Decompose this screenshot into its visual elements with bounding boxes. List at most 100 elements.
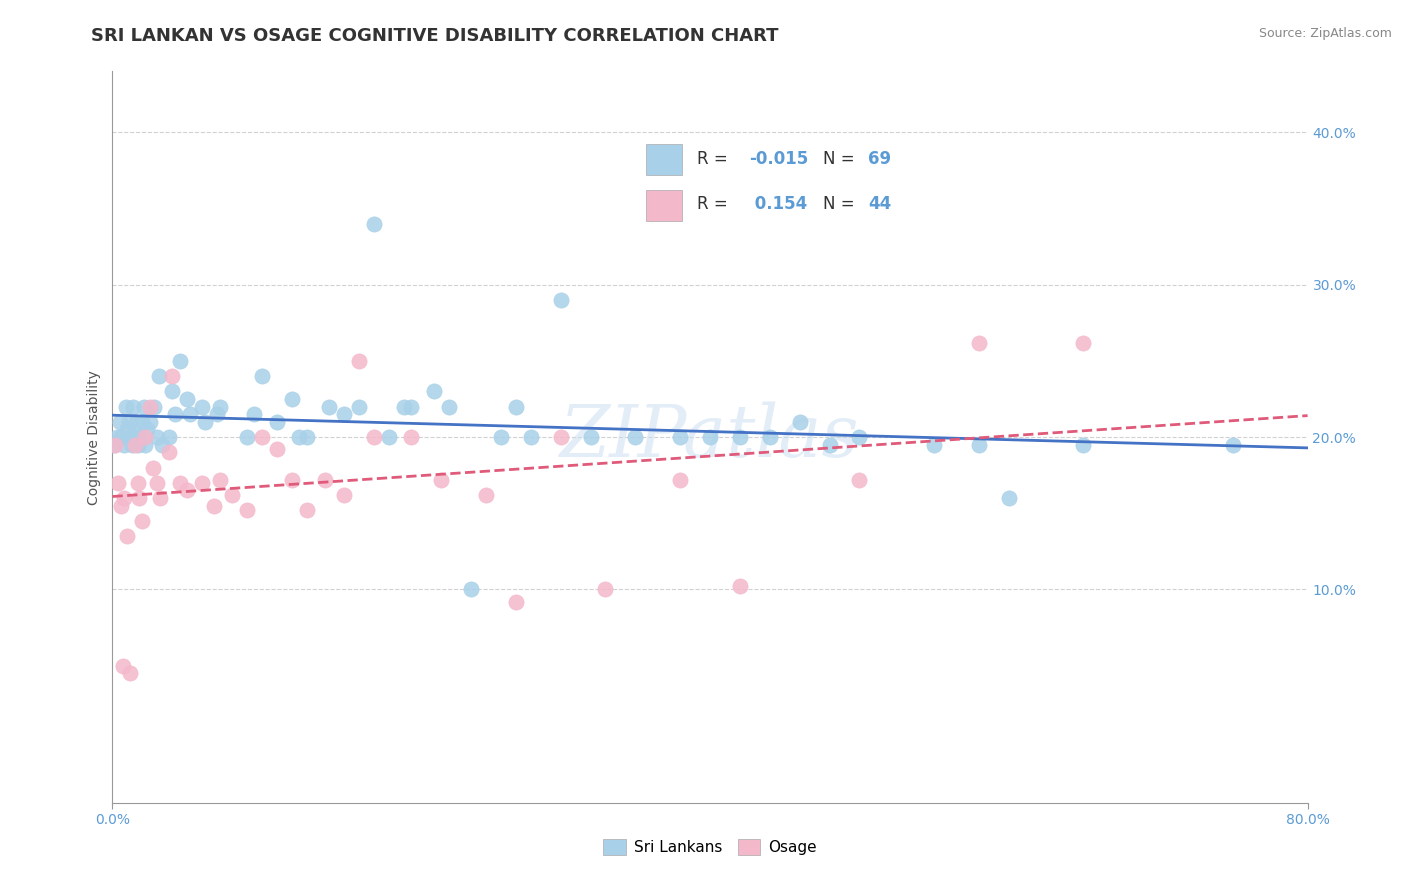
Text: -0.015: -0.015 xyxy=(749,150,808,168)
Point xyxy=(520,430,543,444)
Point xyxy=(148,369,170,384)
Point xyxy=(967,438,990,452)
Point xyxy=(505,594,527,608)
Point xyxy=(209,473,232,487)
Point xyxy=(266,442,288,457)
Point xyxy=(505,400,527,414)
Point xyxy=(363,217,385,231)
Point xyxy=(314,473,336,487)
Point xyxy=(121,438,143,452)
Legend: Sri Lankans, Osage: Sri Lankans, Osage xyxy=(598,833,823,861)
Point xyxy=(162,384,183,399)
Text: Source: ZipAtlas.com: Source: ZipAtlas.com xyxy=(1258,27,1392,40)
Point xyxy=(347,400,370,414)
Point xyxy=(134,430,156,444)
Point xyxy=(114,491,135,505)
Point xyxy=(110,430,132,444)
Point xyxy=(194,415,217,429)
Point xyxy=(115,400,138,414)
Point xyxy=(162,369,183,384)
Point xyxy=(179,407,201,421)
Point xyxy=(967,335,990,350)
Point xyxy=(157,430,180,444)
Point xyxy=(550,293,572,307)
Point xyxy=(759,430,782,444)
Point xyxy=(266,415,288,429)
Point xyxy=(378,430,401,444)
Point xyxy=(139,400,162,414)
Point xyxy=(131,415,153,429)
Point xyxy=(818,438,841,452)
Point xyxy=(1073,335,1095,350)
Point xyxy=(134,438,156,452)
Point xyxy=(104,438,127,452)
Point xyxy=(401,430,423,444)
Point xyxy=(150,438,173,452)
Point xyxy=(120,666,142,681)
Point xyxy=(1222,438,1244,452)
Point xyxy=(124,438,146,452)
Point xyxy=(401,400,423,414)
Point xyxy=(437,400,460,414)
Point xyxy=(118,415,141,429)
Text: R =: R = xyxy=(697,150,734,168)
Point xyxy=(363,430,385,444)
Point xyxy=(105,430,128,444)
Point xyxy=(149,491,172,505)
Point xyxy=(347,354,370,368)
Point xyxy=(146,475,169,490)
Point xyxy=(728,579,751,593)
Point xyxy=(107,475,129,490)
Point xyxy=(1073,438,1095,452)
Point xyxy=(146,430,169,444)
Point xyxy=(236,503,259,517)
Point xyxy=(392,400,415,414)
Point xyxy=(135,422,157,436)
Point xyxy=(122,400,145,414)
Text: N =: N = xyxy=(823,150,859,168)
Point xyxy=(460,582,482,597)
Point xyxy=(131,514,153,528)
Point xyxy=(250,430,273,444)
Point xyxy=(202,499,225,513)
Point xyxy=(295,503,318,517)
Point xyxy=(191,475,214,490)
Point xyxy=(127,438,149,452)
Point xyxy=(848,473,870,487)
Point xyxy=(114,438,135,452)
Point xyxy=(169,475,191,490)
Text: R =: R = xyxy=(697,194,734,213)
Point xyxy=(139,415,162,429)
Point xyxy=(318,400,340,414)
Point xyxy=(127,475,149,490)
Point xyxy=(108,415,131,429)
Point xyxy=(475,488,498,502)
Point xyxy=(169,354,191,368)
Point xyxy=(333,488,356,502)
Point xyxy=(550,430,572,444)
Bar xyxy=(645,190,682,221)
Y-axis label: Cognitive Disability: Cognitive Disability xyxy=(87,369,101,505)
Point xyxy=(143,400,166,414)
Point xyxy=(430,473,453,487)
Text: ZIPatlas: ZIPatlas xyxy=(560,401,860,473)
Point xyxy=(110,499,132,513)
Point xyxy=(250,369,273,384)
Point xyxy=(103,438,125,452)
Point xyxy=(998,491,1021,505)
Point xyxy=(191,400,214,414)
Point xyxy=(288,430,311,444)
Point xyxy=(221,488,243,502)
Point xyxy=(124,430,146,444)
Point xyxy=(728,430,751,444)
Point xyxy=(165,407,187,421)
Text: 44: 44 xyxy=(869,194,891,213)
Point xyxy=(789,415,811,429)
Point xyxy=(579,430,602,444)
Point xyxy=(281,473,304,487)
Point xyxy=(595,582,617,597)
Point xyxy=(142,460,165,475)
Point xyxy=(236,430,259,444)
Text: N =: N = xyxy=(823,194,859,213)
Point xyxy=(669,430,692,444)
